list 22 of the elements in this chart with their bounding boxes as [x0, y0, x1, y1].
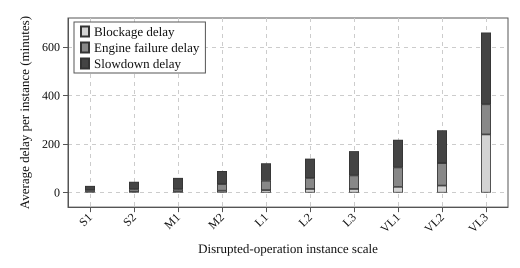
x-tick-label: VL3: [466, 210, 491, 236]
x-axis-title: Disrupted-operation instance scale: [198, 241, 378, 256]
x-tick-label: M1: [161, 210, 183, 232]
y-tick-label: 400: [42, 88, 60, 103]
x-tick-label: VL2: [422, 210, 447, 236]
x-tick-label: VL1: [378, 210, 403, 236]
y-tick-label: 600: [42, 40, 60, 54]
x-tick-label: L2: [296, 210, 315, 230]
y-tick-label: 0: [54, 186, 60, 200]
bar: [85, 186, 95, 190]
x-tick-label: S1: [76, 210, 95, 230]
legend-label: Engine failure delay: [94, 40, 200, 55]
y-axis-title: Average delay per instance (minutes): [17, 16, 32, 210]
y-tick-label: 200: [42, 137, 60, 152]
x-tick-label: S2: [120, 210, 139, 230]
legend-label: Slowdown delay: [94, 56, 182, 71]
x-tick-label: L1: [252, 210, 271, 230]
bar: [129, 182, 139, 190]
bar: [173, 178, 183, 190]
x-tick-label: L3: [340, 210, 359, 230]
legend-label: Blockage delay: [94, 24, 175, 39]
x-tick-label: M2: [205, 210, 227, 232]
